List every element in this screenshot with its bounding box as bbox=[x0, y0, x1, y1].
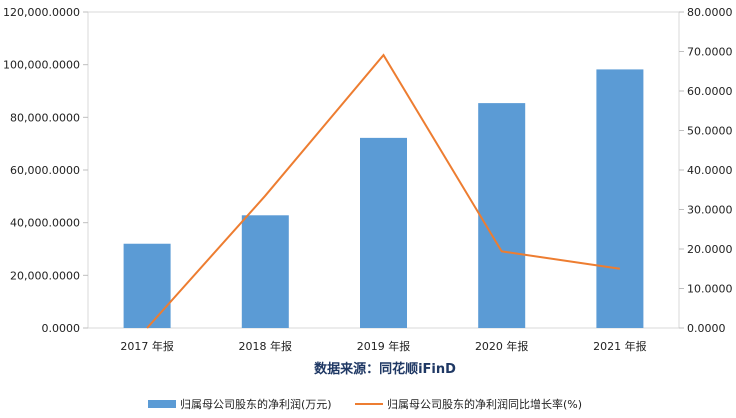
right-tick-label: 20.0000 bbox=[687, 243, 733, 256]
left-tick-label: 80,000.0000 bbox=[10, 111, 80, 124]
bar bbox=[360, 137, 407, 328]
legend-bar-label: 归属母公司股东的净利润(万元) bbox=[180, 397, 332, 411]
category-label: 2018 年报 bbox=[239, 339, 293, 353]
right-tick-label: 10.0000 bbox=[687, 283, 733, 296]
right-tick-label: 0.0000 bbox=[687, 322, 726, 335]
bar bbox=[241, 215, 289, 328]
right-tick-label: 70.0000 bbox=[687, 46, 733, 59]
bar bbox=[478, 103, 526, 328]
bar bbox=[123, 243, 171, 328]
category-label: 2021 年报 bbox=[593, 339, 647, 353]
bar bbox=[596, 69, 644, 328]
left-tick-label: 20,000.0000 bbox=[10, 269, 80, 282]
right-tick-label: 50.0000 bbox=[687, 125, 733, 138]
left-tick-label: 0.0000 bbox=[42, 322, 81, 335]
category-label: 2019 年报 bbox=[357, 339, 411, 353]
right-tick-label: 40.0000 bbox=[687, 164, 733, 177]
category-label: 2017 年报 bbox=[120, 339, 174, 353]
legend-bar-swatch bbox=[148, 400, 176, 408]
left-tick-label: 40,000.0000 bbox=[10, 217, 80, 230]
bar-series bbox=[123, 69, 644, 328]
left-tick-label: 100,000.0000 bbox=[3, 59, 80, 72]
line-series bbox=[146, 53, 621, 329]
right-axis-ticks: 0.0000 10.0000 20.0000 30.0000 40.0000 50.000… bbox=[679, 6, 733, 335]
left-axis-ticks: 0.0000 20,000.0000 40,000.0000 60,000.0000 8… bbox=[3, 6, 88, 335]
category-labels: 2017 年报 2018 年报 2019 年报 2020 年报 2021 年报 bbox=[120, 339, 646, 353]
source-note: 数据来源：同花顺iFinD bbox=[314, 361, 456, 377]
legend-line-label: 归属母公司股东的净利润同比增长率(%) bbox=[387, 397, 582, 411]
legend: 归属母公司股东的净利润(万元) 归属母公司股东的净利润同比增长率(%) bbox=[148, 397, 582, 411]
left-tick-label: 120,000.0000 bbox=[3, 6, 80, 19]
right-tick-label: 80.0000 bbox=[687, 6, 733, 19]
right-tick-label: 30.0000 bbox=[687, 204, 733, 217]
right-tick-label: 60.0000 bbox=[687, 85, 733, 98]
left-tick-label: 60,000.0000 bbox=[10, 164, 80, 177]
category-label: 2020 年报 bbox=[475, 339, 529, 353]
